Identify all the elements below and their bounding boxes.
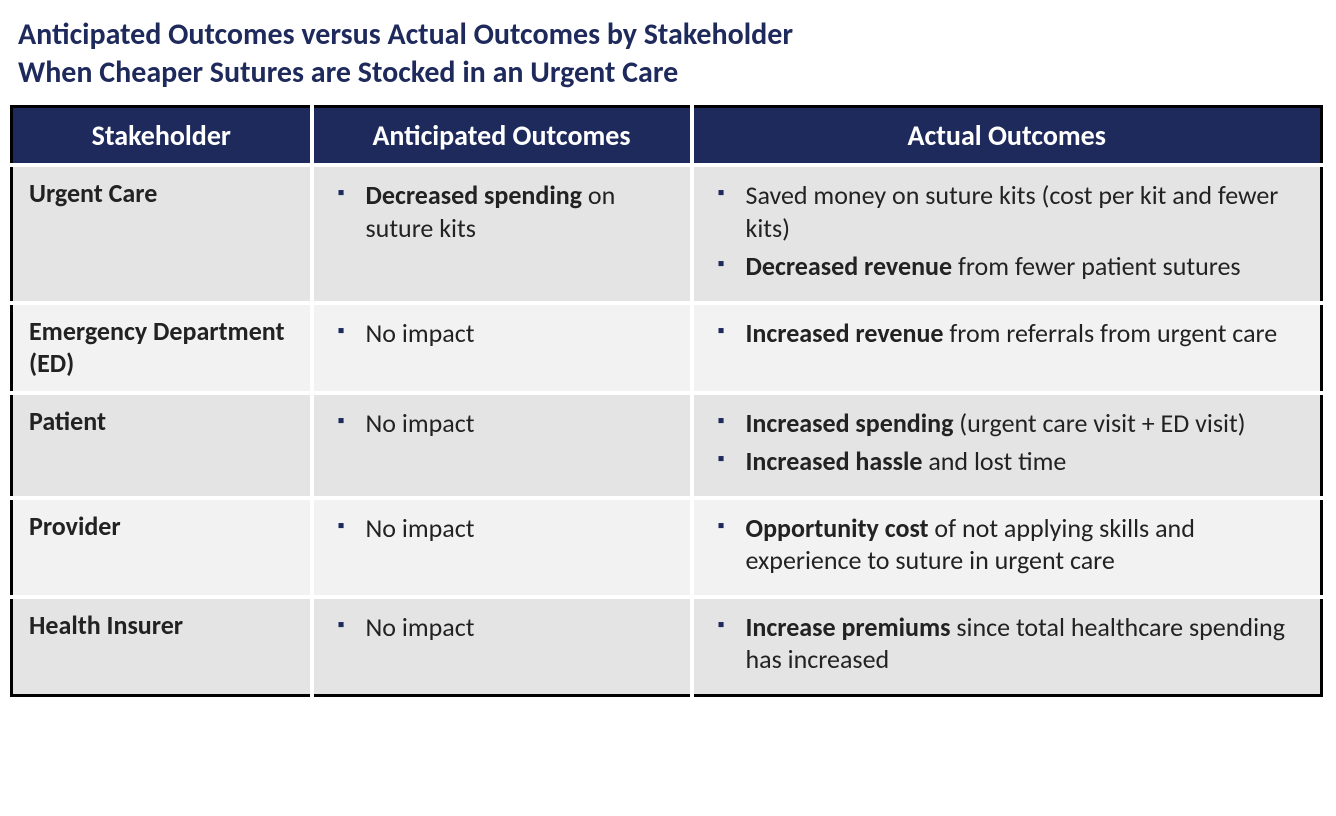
- actual-item: Increased hassle and lost time: [716, 445, 1305, 478]
- stakeholder-cell: Emergency Department (ED): [12, 303, 312, 393]
- table-row: Urgent Care Decreased spending on suture …: [12, 165, 1322, 303]
- anticipated-item: No impact: [336, 512, 674, 545]
- actual-item: Increased revenue from referrals from ur…: [716, 317, 1305, 350]
- actual-item: Increased spending (urgent care visit + …: [716, 407, 1305, 440]
- actual-list: Increase premiums since total healthcare…: [710, 611, 1305, 676]
- bold-text: Increased spending: [746, 407, 954, 439]
- anticipated-list: No impact: [330, 317, 674, 350]
- anticipated-list: No impact: [330, 407, 674, 440]
- actual-cell: Increased spending (urgent care visit + …: [692, 393, 1322, 498]
- actual-list: Increased spending (urgent care visit + …: [710, 407, 1305, 478]
- anticipated-cell: No impact: [312, 303, 692, 393]
- table-header-row: Stakeholder Anticipated Outcomes Actual …: [12, 107, 1322, 166]
- title-line-1: Anticipated Outcomes versus Actual Outco…: [18, 16, 793, 53]
- actual-list: Increased revenue from referrals from ur…: [710, 317, 1305, 350]
- anticipated-item: No impact: [336, 407, 674, 440]
- page-title: Anticipated Outcomes versus Actual Outco…: [18, 16, 1326, 91]
- anticipated-item: No impact: [336, 317, 674, 350]
- bold-text: Increase premiums: [746, 611, 951, 643]
- stakeholder-cell: Health Insurer: [12, 597, 312, 696]
- anticipated-cell: No impact: [312, 597, 692, 696]
- actual-list: Saved money on suture kits (cost per kit…: [710, 179, 1305, 283]
- table-row: Health Insurer No impact Increase premiums…: [12, 597, 1322, 696]
- col-header-actual: Actual Outcomes: [692, 107, 1322, 166]
- anticipated-cell: Decreased spending on suture kits: [312, 165, 692, 303]
- anticipated-item: No impact: [336, 611, 674, 644]
- bold-text: Opportunity cost: [746, 512, 929, 544]
- stakeholder-cell: Urgent Care: [12, 165, 312, 303]
- bold-text: Increased hassle: [746, 445, 923, 477]
- actual-item: Decreased revenue from fewer patient sut…: [716, 250, 1305, 283]
- anticipated-list: Decreased spending on suture kits: [330, 179, 674, 244]
- table-row: Patient No impact Increased spending (urge…: [12, 393, 1322, 498]
- outcomes-table: Stakeholder Anticipated Outcomes Actual …: [10, 105, 1323, 697]
- anticipated-cell: No impact: [312, 393, 692, 498]
- title-line-2: When Cheaper Sutures are Stocked in an U…: [18, 54, 678, 91]
- table-row: Emergency Department (ED) No impact Increa…: [12, 303, 1322, 393]
- actual-cell: Opportunity cost of not applying skills …: [692, 498, 1322, 597]
- bold-text: Decreased revenue: [746, 250, 953, 282]
- actual-list: Opportunity cost of not applying skills …: [710, 512, 1305, 577]
- actual-item: Opportunity cost of not applying skills …: [716, 512, 1305, 577]
- actual-cell: Saved money on suture kits (cost per kit…: [692, 165, 1322, 303]
- table-row: Provider No impact Opportunity cost of not…: [12, 498, 1322, 597]
- col-header-anticipated: Anticipated Outcomes: [312, 107, 692, 166]
- actual-cell: Increase premiums since total healthcare…: [692, 597, 1322, 696]
- stakeholder-cell: Provider: [12, 498, 312, 597]
- actual-item: Saved money on suture kits (cost per kit…: [716, 179, 1305, 244]
- col-header-stakeholder: Stakeholder: [12, 107, 312, 166]
- bold-text: Decreased spending: [366, 179, 583, 211]
- actual-item: Increase premiums since total healthcare…: [716, 611, 1305, 676]
- bold-text: Increased revenue: [746, 317, 944, 349]
- anticipated-list: No impact: [330, 512, 674, 545]
- anticipated-list: No impact: [330, 611, 674, 644]
- anticipated-item: Decreased spending on suture kits: [336, 179, 674, 244]
- anticipated-cell: No impact: [312, 498, 692, 597]
- actual-cell: Increased revenue from referrals from ur…: [692, 303, 1322, 393]
- stakeholder-cell: Patient: [12, 393, 312, 498]
